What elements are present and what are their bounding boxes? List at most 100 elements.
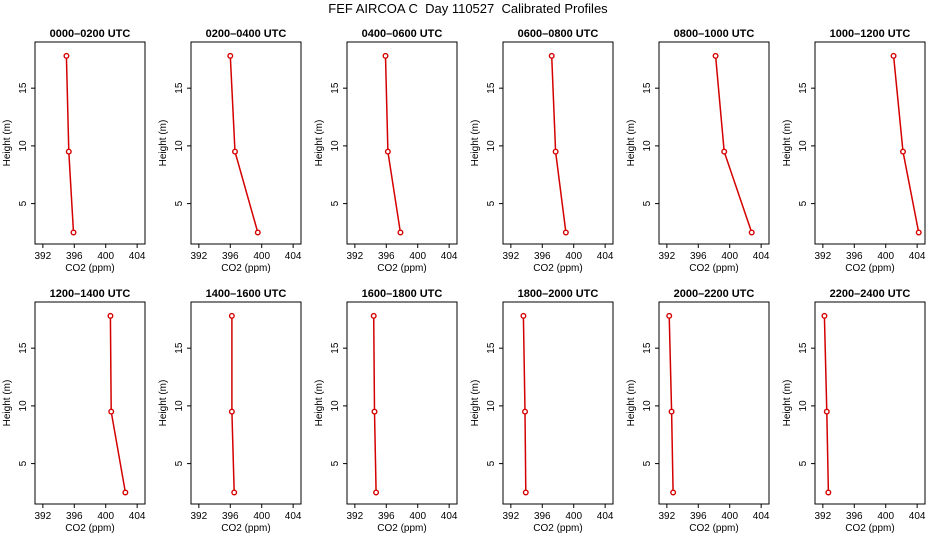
panel-title: 1800–2000 UTC	[518, 288, 599, 300]
x-tick-label: 400	[409, 251, 426, 262]
x-tick-label: 396	[378, 251, 395, 262]
y-axis-label: Height (m)	[2, 380, 13, 427]
y-tick-label: 15	[798, 82, 809, 94]
profile-line	[522, 315, 527, 493]
profile-point	[108, 408, 115, 415]
x-tick-label: 396	[534, 511, 551, 522]
y-tick-label: 10	[486, 140, 497, 152]
y-tick-label: 15	[642, 342, 653, 354]
y-tick-label: 5	[174, 200, 185, 206]
x-tick-label: 396	[690, 511, 707, 522]
y-tick-label: 10	[174, 400, 185, 412]
y-axis-label: Height (m)	[314, 120, 325, 167]
profile-point	[231, 148, 238, 155]
profile-panel: 1400–1600 UTC 392 396 400 404 CO2 (ppm) 5 10 15 H…	[158, 288, 302, 534]
x-axis-label: CO2 (ppm)	[377, 263, 426, 274]
x-tick-label: 400	[97, 251, 114, 262]
y-tick-label: 10	[18, 400, 29, 412]
profile-point	[122, 489, 129, 496]
profile-point	[382, 52, 389, 59]
profile-point	[890, 52, 897, 59]
y-tick-label: 15	[798, 342, 809, 354]
x-tick-label: 404	[909, 251, 926, 262]
x-tick-label: 400	[877, 511, 894, 522]
x-tick-label: 400	[409, 511, 426, 522]
x-axis-label: CO2 (ppm)	[689, 523, 738, 534]
x-tick-label: 400	[253, 511, 270, 522]
y-tick-label: 10	[798, 400, 809, 412]
y-tick-label: 15	[486, 82, 497, 94]
profile-panel: 1800–2000 UTC 392 396 400 404 CO2 (ppm) 5 10 15 H…	[470, 288, 614, 534]
plot-frame	[346, 41, 458, 245]
x-tick-label: 392	[503, 511, 520, 522]
y-tick-label: 5	[330, 460, 341, 466]
profile-line	[714, 55, 753, 233]
profile-point	[520, 312, 527, 319]
y-tick-label: 15	[642, 82, 653, 94]
x-axis-label: CO2 (ppm)	[533, 263, 582, 274]
profile-point	[548, 52, 555, 59]
x-tick-label: 392	[35, 511, 52, 522]
profile-panel: 2000–2200 UTC 392 396 400 404 CO2 (ppm) 5 10 15 H…	[626, 288, 770, 534]
y-tick-label: 5	[486, 200, 497, 206]
x-tick-label: 396	[66, 511, 83, 522]
profile-panel: 1200–1400 UTC 392 396 400 404 CO2 (ppm) 5 10 15 H…	[2, 288, 146, 534]
y-tick-label: 10	[798, 140, 809, 152]
x-tick-label: 392	[191, 251, 208, 262]
panel-title: 2000–2200 UTC	[674, 288, 755, 300]
y-tick-label: 10	[642, 400, 653, 412]
y-tick-label: 10	[642, 140, 653, 152]
profile-point	[748, 229, 755, 236]
panel-title: 1200–1400 UTC	[50, 288, 131, 300]
x-tick-label: 396	[66, 251, 83, 262]
plot-frame	[346, 301, 458, 505]
y-axis-label: Height (m)	[2, 120, 13, 167]
x-axis-label: CO2 (ppm)	[845, 523, 894, 534]
x-tick-label: 392	[503, 251, 520, 262]
y-tick-label: 10	[174, 140, 185, 152]
profile-line	[892, 55, 920, 233]
x-axis-label: CO2 (ppm)	[533, 523, 582, 534]
profile-point	[231, 489, 238, 496]
profile-line	[823, 315, 830, 493]
x-tick-label: 404	[909, 511, 926, 522]
x-tick-label: 400	[877, 251, 894, 262]
profile-point	[228, 312, 235, 319]
profile-panel: 1000–1200 UTC 392 396 400 404 CO2 (ppm) 5 10 15 H…	[782, 28, 926, 274]
x-tick-label: 396	[534, 251, 551, 262]
profile-panel: 1600–1800 UTC 392 396 400 404 CO2 (ppm) 5 10 15 H…	[314, 288, 458, 534]
panel-title: 0400–0600 UTC	[362, 28, 443, 40]
profile-point	[825, 489, 832, 496]
profile-line	[231, 315, 235, 493]
y-axis-label: Height (m)	[626, 380, 637, 427]
panel-title: 0600–0800 UTC	[518, 28, 599, 40]
x-tick-label: 404	[285, 511, 302, 522]
plot-frame	[814, 301, 926, 505]
profile-point	[915, 229, 922, 236]
y-tick-label: 5	[642, 200, 653, 206]
y-axis-label: Height (m)	[782, 120, 793, 167]
profile-point	[522, 408, 529, 415]
x-tick-label: 404	[129, 251, 146, 262]
profile-point	[227, 52, 234, 59]
y-tick-label: 5	[486, 460, 497, 466]
x-tick-label: 396	[378, 511, 395, 522]
profile-point	[823, 408, 830, 415]
x-tick-label: 404	[597, 251, 614, 262]
plot-frame	[814, 41, 926, 245]
y-tick-label: 5	[174, 460, 185, 466]
profile-point	[384, 148, 391, 155]
x-tick-label: 396	[846, 511, 863, 522]
page-title: FEF AIRCOA C Day 110527 Calibrated Profi…	[328, 1, 608, 16]
y-tick-label: 5	[798, 460, 809, 466]
y-tick-label: 10	[18, 140, 29, 152]
profile-point	[254, 229, 261, 236]
x-tick-label: 396	[222, 251, 239, 262]
profile-point	[712, 52, 719, 59]
x-tick-label: 392	[815, 251, 832, 262]
plot-frame	[34, 41, 146, 245]
x-tick-label: 404	[441, 511, 458, 522]
profile-line	[372, 315, 377, 493]
profile-point	[397, 229, 404, 236]
y-tick-label: 15	[486, 342, 497, 354]
